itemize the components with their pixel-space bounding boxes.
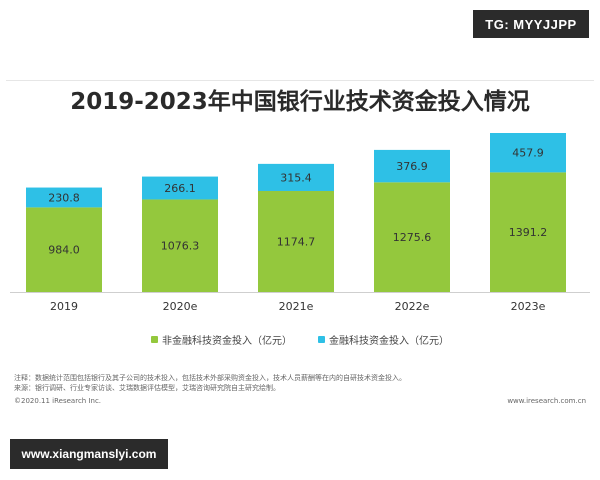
note-line-2: 来源：银行调研、行业专家访谈、艾瑞数据评估模型，艾瑞咨询研究院自主研究绘制。 xyxy=(14,384,280,392)
x-tick-label: 2023e xyxy=(511,300,546,313)
source-url: www.iresearch.com.cn xyxy=(507,397,586,405)
chart-legend: 非金融科技资金投入（亿元） 金融科技资金投入（亿元） xyxy=(0,332,600,347)
bar-fintech-2023e xyxy=(490,133,566,173)
bar-fintech-2019 xyxy=(26,187,102,208)
legend-swatch-fintech xyxy=(318,336,325,343)
bar-value-label: 984.0 xyxy=(48,244,80,257)
bar-non-fintech-2019 xyxy=(26,207,102,292)
bar-value-label: 315.4 xyxy=(280,171,312,184)
bar-value-label: 1076.3 xyxy=(161,240,200,253)
x-tick-label: 2020e xyxy=(163,300,198,313)
bar-value-label: 230.8 xyxy=(48,191,80,204)
x-tick-label: 2021e xyxy=(279,300,314,313)
bar-fintech-2021e xyxy=(258,163,334,191)
note-line-1: 注释：数据统计范围包括银行及其子公司的技术投入，包括技术外部采购资金投入，技术人… xyxy=(14,374,406,382)
bar-value-label: 1174.7 xyxy=(277,235,316,248)
watermark-top: TG: MYYJJPP xyxy=(473,10,589,38)
legend-label-fintech: 金融科技资金投入（亿元） xyxy=(329,336,449,347)
legend-item-fintech: 金融科技资金投入（亿元） xyxy=(318,332,449,347)
chart-title: 2019-2023年中国银行业技术资金投入情况 xyxy=(70,89,530,115)
bar-non-fintech-2021e xyxy=(258,190,334,292)
watermark-bottom: www.xiangmanslyi.com xyxy=(10,439,168,469)
bar-non-fintech-2022e xyxy=(374,182,450,292)
x-tick-label: 2022e xyxy=(395,300,430,313)
bar-non-fintech-2020e xyxy=(142,199,218,292)
chart-notes: 注释：数据统计范围包括银行及其子公司的技术投入，包括技术外部采购资金投入，技术人… xyxy=(14,373,406,393)
legend-swatch-non-fintech xyxy=(151,336,158,343)
legend-label-non-fintech: 非金融科技资金投入（亿元） xyxy=(162,336,292,347)
legend-item-non-fintech: 非金融科技资金投入（亿元） xyxy=(151,332,292,347)
bar-value-label: 376.9 xyxy=(396,160,428,173)
bar-fintech-2020e xyxy=(142,176,218,200)
x-tick-label: 2019 xyxy=(50,300,78,313)
bar-fintech-2022e xyxy=(374,149,450,183)
bar-value-label: 457.9 xyxy=(512,147,544,160)
copyright-text: ©2020.11 iResearch Inc. xyxy=(14,397,102,405)
bar-non-fintech-2023e xyxy=(490,172,566,292)
bar-value-label: 1275.6 xyxy=(393,231,432,244)
bar-value-label: 266.1 xyxy=(164,182,196,195)
bar-value-label: 1391.2 xyxy=(509,226,548,239)
